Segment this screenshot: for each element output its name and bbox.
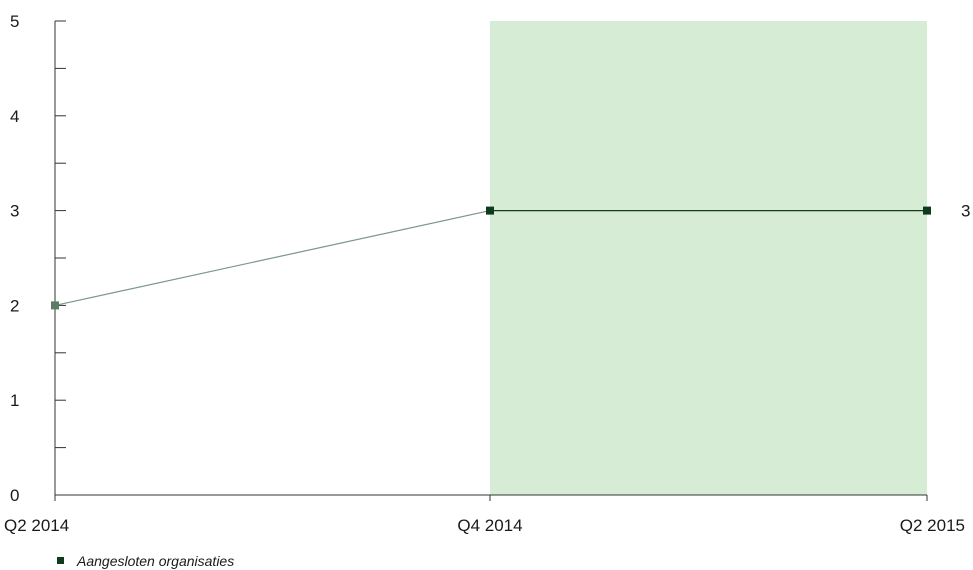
- y-tick-label: 3: [10, 202, 19, 221]
- y-tick-label: 0: [10, 486, 19, 505]
- highlight-region-layer: [490, 21, 927, 495]
- highlight-region: [490, 21, 927, 495]
- x-tick-label: Q2 2015: [900, 516, 965, 535]
- x-tick-label: Q4 2014: [457, 516, 522, 535]
- data-point: [486, 206, 494, 215]
- legend-label: Aangesloten organisaties: [76, 553, 234, 569]
- labels-layer: 0 1 2 3 4 5 Q2 2014 Q4 2014 Q2 2015 3: [4, 12, 970, 535]
- y-tick-label: 1: [10, 391, 19, 410]
- series-layer: [51, 206, 931, 310]
- legend: Aangesloten organisaties: [57, 553, 234, 569]
- data-point: [923, 206, 931, 215]
- end-value-label: 3: [961, 202, 970, 221]
- legend-swatch: [57, 557, 64, 564]
- series-line-segment: [54, 210, 491, 306]
- y-tick-label: 2: [10, 296, 19, 315]
- data-point: [51, 301, 59, 310]
- y-tick-label: 5: [10, 12, 19, 31]
- x-tick-label: Q2 2014: [4, 516, 69, 535]
- y-tick-label: 4: [10, 107, 19, 126]
